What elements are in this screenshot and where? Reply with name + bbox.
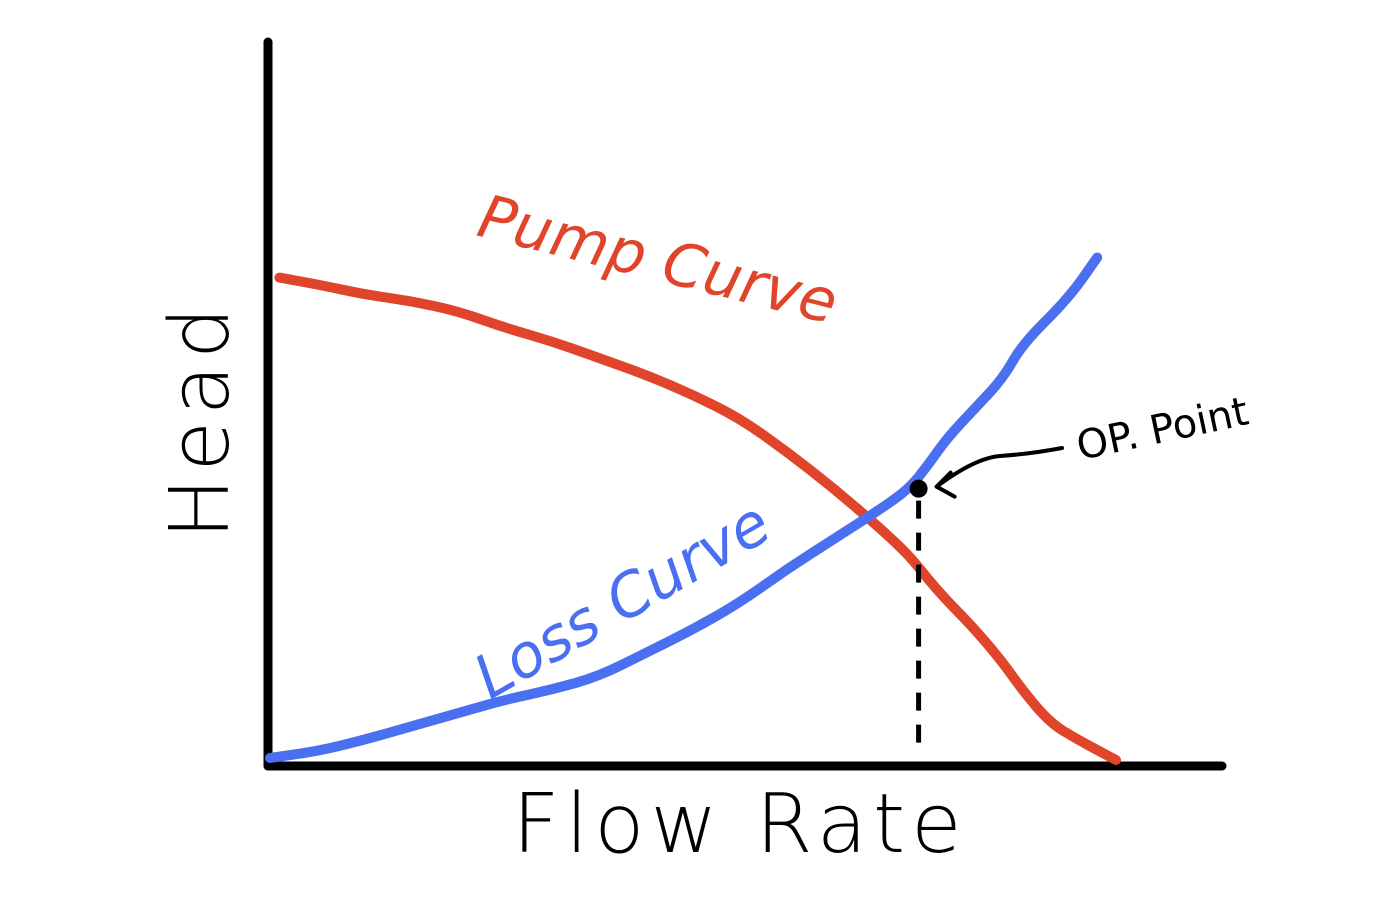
x-axis-label: Flow Rate [512,777,967,872]
loss-curve-line [265,252,1103,763]
series-layer [265,252,1121,765]
pump-curve-label: Pump Curve [471,182,844,339]
operating-point-marker [909,479,928,498]
pump-curve-line [274,272,1121,765]
operating-point-arrow [934,446,1064,499]
y-axis-label: Head [153,301,248,539]
operating-point-label: OP. Point [1073,389,1253,470]
